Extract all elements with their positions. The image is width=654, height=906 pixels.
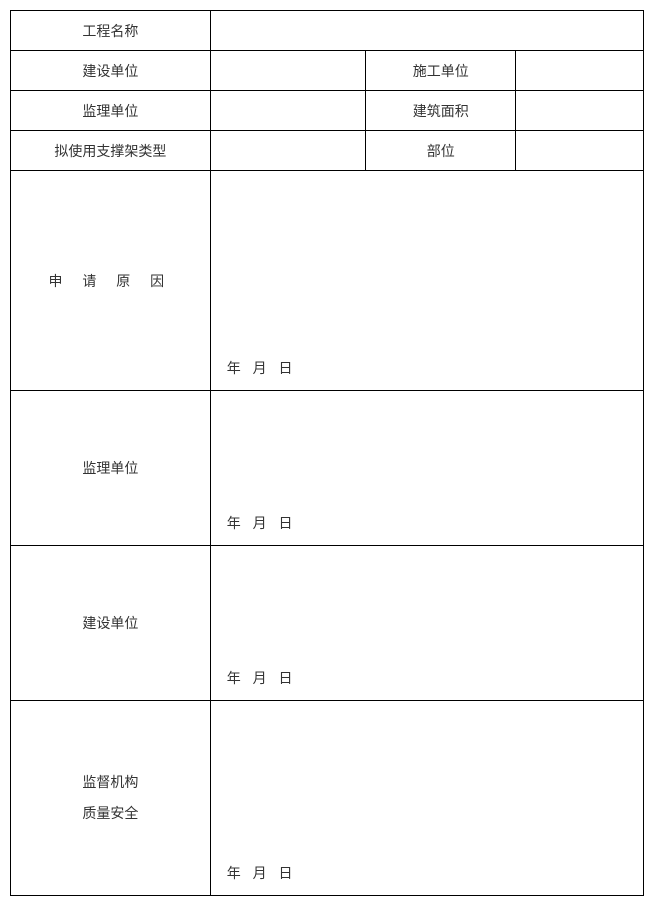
value-position [516, 131, 644, 171]
content-supervision-section: 年 月 日 [210, 391, 643, 546]
row-support-type: 拟使用支撑架类型 部位 [11, 131, 644, 171]
value-building-area [516, 91, 644, 131]
row-construction-unit: 建设单位 施工单位 [11, 51, 644, 91]
row-construction-section: 建设单位 年 月 日 [11, 546, 644, 701]
label-supervisory-org: 监督机构 质量安全 [11, 701, 211, 896]
label-supervisory-org-line1: 监督机构 [11, 767, 210, 798]
label-project-name: 工程名称 [11, 11, 211, 51]
date-supervisory-org: 年 月 日 [227, 865, 297, 881]
label-position: 部位 [366, 131, 516, 171]
value-construction-unit [210, 51, 366, 91]
label-application-reason: 申 请 原 因 [11, 171, 211, 391]
value-contractor [516, 51, 644, 91]
label-supervisory-org-line2: 质量安全 [11, 798, 210, 829]
row-project-name: 工程名称 [11, 11, 644, 51]
label-building-area: 建筑面积 [366, 91, 516, 131]
content-construction-section: 年 月 日 [210, 546, 643, 701]
label-application-reason-text: 申 请 原 因 [49, 273, 173, 289]
value-supervision-unit [210, 91, 366, 131]
content-application-reason: 年 月 日 [210, 171, 643, 391]
label-supervision-section: 监理单位 [11, 391, 211, 546]
value-support-type [210, 131, 366, 171]
row-supervision-unit: 监理单位 建筑面积 [11, 91, 644, 131]
row-application-reason: 申 请 原 因 年 月 日 [11, 171, 644, 391]
label-contractor: 施工单位 [366, 51, 516, 91]
date-supervision: 年 月 日 [227, 515, 297, 531]
label-supervision-unit: 监理单位 [11, 91, 211, 131]
label-construction-section: 建设单位 [11, 546, 211, 701]
date-application-reason: 年 月 日 [227, 360, 297, 376]
label-construction-unit: 建设单位 [11, 51, 211, 91]
label-support-type: 拟使用支撑架类型 [11, 131, 211, 171]
date-construction: 年 月 日 [227, 670, 297, 686]
content-supervisory-org: 年 月 日 [210, 701, 643, 896]
application-form-table: 工程名称 建设单位 施工单位 监理单位 建筑面积 拟使用支撑架类型 部位 申 请… [10, 10, 644, 896]
value-project-name [210, 11, 643, 51]
row-supervisory-org: 监督机构 质量安全 年 月 日 [11, 701, 644, 896]
row-supervision-section: 监理单位 年 月 日 [11, 391, 644, 546]
